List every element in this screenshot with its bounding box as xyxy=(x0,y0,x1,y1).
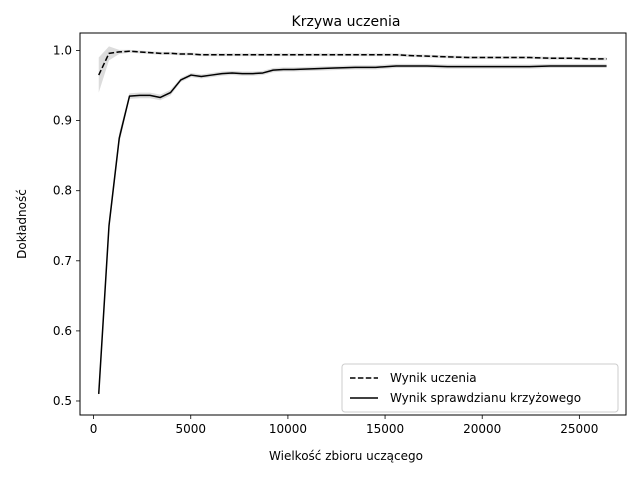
x-tick-label: 25000 xyxy=(560,422,598,436)
cross-validation-score-line xyxy=(97,65,607,395)
x-tick-label: 5000 xyxy=(175,422,206,436)
chart-title: Krzywa uczenia xyxy=(292,14,401,30)
plot-frame xyxy=(79,32,627,416)
y-tick-label: 0.7 xyxy=(53,254,72,268)
x-tick-label: 15000 xyxy=(366,422,404,436)
y-axis-label: Dokładność xyxy=(15,189,29,259)
training-score-line xyxy=(98,50,607,76)
y-tick-label: 0.5 xyxy=(53,394,72,408)
x-tick-label: 20000 xyxy=(463,422,501,436)
legend: Wynik uczenia Wynik sprawdzianu krzyżowe… xyxy=(341,363,619,413)
legend-label-training: Wynik uczenia xyxy=(390,371,477,385)
series-lines xyxy=(97,50,607,395)
y-tick-label: 0.9 xyxy=(53,114,72,128)
training-score-band xyxy=(98,46,607,93)
cross-validation-score-band xyxy=(98,63,607,399)
x-tick-label: 10000 xyxy=(269,422,307,436)
confidence-bands xyxy=(98,46,607,399)
y-tick-label: 0.6 xyxy=(53,324,72,338)
x-axis-label: Wielkość zbioru uczącego xyxy=(269,449,423,463)
y-axis-ticks: 0.5 0.6 0.7 0.8 0.9 1.0 xyxy=(53,44,80,408)
y-tick-label: 0.8 xyxy=(53,184,72,198)
legend-label-cross-validation: Wynik sprawdzianu krzyżowego xyxy=(390,391,581,405)
x-axis-ticks: 0 5000 10000 15000 20000 25000 xyxy=(90,415,598,436)
x-tick-label: 0 xyxy=(90,422,98,436)
plot-area-background xyxy=(80,33,626,415)
y-tick-label: 1.0 xyxy=(53,44,72,58)
legend-box xyxy=(341,363,619,413)
